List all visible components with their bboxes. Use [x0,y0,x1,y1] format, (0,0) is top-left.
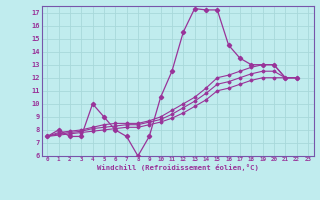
X-axis label: Windchill (Refroidissement éolien,°C): Windchill (Refroidissement éolien,°C) [97,164,259,171]
